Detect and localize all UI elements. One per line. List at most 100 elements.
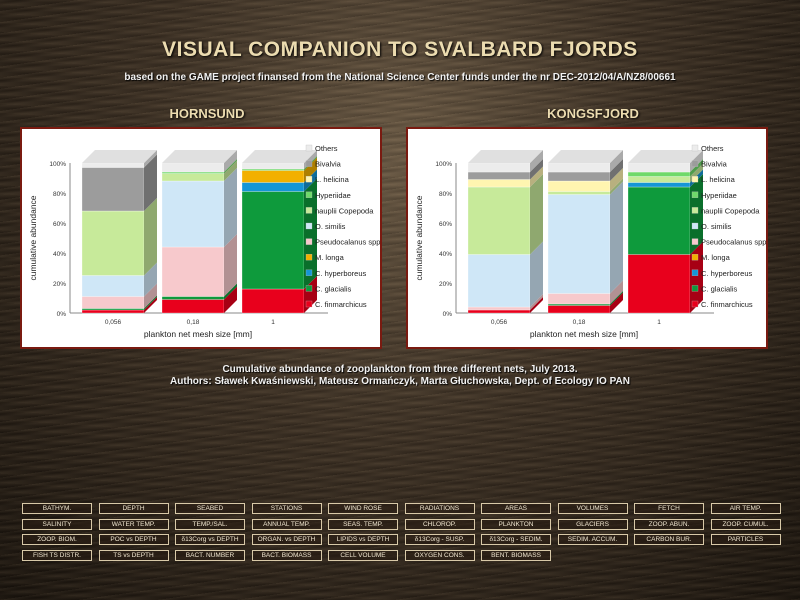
bar-segment-side — [610, 159, 623, 181]
nav-button[interactable]: LIPIDS vs DEPTH — [328, 534, 398, 545]
y-tick-label: 60% — [53, 221, 66, 228]
nav-button[interactable]: BATHYM. — [22, 503, 92, 514]
x-tick-label: 1 — [657, 319, 661, 326]
nav-button[interactable]: WATER TEMP. — [98, 518, 169, 530]
nav-button[interactable]: TEMP./SAL. — [175, 518, 245, 530]
bar-top — [548, 150, 623, 163]
legend-label: O. similis — [315, 222, 346, 231]
nav-button[interactable]: CARBON BUR. — [634, 534, 704, 545]
legend-label: Pseudocalanus spp. — [701, 238, 766, 247]
nav-button[interactable]: PARTICLES — [710, 534, 781, 545]
bar-segment — [161, 162, 225, 173]
legend-swatch — [691, 160, 699, 167]
legend-label: L. helicina — [701, 175, 736, 184]
legend-swatch — [691, 238, 699, 245]
bar-segment-side — [144, 297, 157, 313]
bar-segment — [547, 305, 611, 314]
x-tick-label: 1 — [271, 319, 275, 326]
nav-button[interactable]: FISH TS DISTR. — [22, 549, 92, 561]
bar-segment — [627, 171, 691, 177]
nav-button[interactable]: BENT. BIOMASS — [481, 549, 551, 561]
chart-title-kongsfjord: KONGSFJORD — [547, 106, 639, 121]
bar-segment-side — [224, 286, 237, 313]
nav-button[interactable]: ANNUAL TEMP. — [251, 518, 322, 530]
bar-segment — [81, 210, 145, 276]
legend-swatch — [691, 191, 699, 198]
legend-swatch — [691, 254, 699, 261]
bar-segment — [547, 171, 611, 182]
legend-label: M. longa — [315, 253, 345, 262]
legend-swatch — [691, 300, 699, 308]
nav-button[interactable]: ZOOP. ABUN. — [634, 518, 704, 530]
bar-segment-side — [144, 262, 157, 297]
nav-button[interactable]: AREAS — [481, 503, 551, 514]
legend-label: nauplii Copepoda — [701, 206, 760, 215]
legend-label: Others — [315, 144, 338, 153]
legend-swatch — [691, 222, 699, 230]
bar-segment-side — [610, 178, 623, 195]
bar-segment — [547, 191, 611, 195]
bar-segment — [161, 299, 225, 314]
nav-button[interactable]: DEPTH — [98, 503, 169, 514]
nav-button[interactable]: STATIONS — [251, 503, 322, 514]
nav-button[interactable]: δ13Corg - SUSP. — [404, 534, 475, 545]
nav-button[interactable]: BACT. BIOMASS — [251, 549, 322, 561]
bar-segment — [547, 180, 611, 192]
x-tick-label: 0,056 — [491, 319, 508, 326]
nav-button[interactable]: AIR TEMP. — [710, 503, 781, 514]
nav-button[interactable]: BACT. NUMBER — [175, 549, 245, 561]
bar-segment-side — [144, 150, 157, 168]
legend-label: Bivalvia — [315, 160, 342, 169]
nav-button[interactable]: OXYGEN CONS. — [404, 549, 475, 561]
legend-label: C. hyperboreus — [701, 269, 753, 278]
bar-segment — [467, 171, 531, 180]
nav-button[interactable]: SEABED — [175, 503, 245, 514]
legend-label: Bivalvia — [701, 160, 728, 169]
bar-segment-side — [224, 160, 237, 181]
legend-swatch — [691, 144, 699, 152]
bar-segment-side — [530, 150, 543, 172]
bar-segment — [241, 182, 305, 192]
legend-swatch — [305, 254, 313, 261]
chart-title-hornsund: HORNSUND — [169, 106, 245, 121]
nav-button[interactable]: TS vs DEPTH — [98, 549, 169, 561]
y-tick-label: 80% — [439, 191, 452, 198]
nav-button[interactable]: δ13Corg - SEDIM. — [481, 534, 551, 545]
nav-button[interactable]: VOLUMES — [557, 503, 628, 514]
bar-top — [242, 150, 317, 163]
nav-button[interactable]: GLACIERS — [557, 518, 628, 530]
bar-segment — [161, 296, 225, 300]
nav-button[interactable]: CELL VOLUME — [328, 549, 398, 561]
legend-label: C. hyperboreus — [315, 269, 367, 278]
bar-segment — [81, 275, 145, 297]
legend-label: C. glacialis — [701, 284, 738, 293]
bar-segment — [81, 308, 145, 311]
nav-button[interactable]: SEDIM. ACCUM. — [557, 534, 628, 545]
nav-button[interactable]: SEAS. TEMP. — [328, 518, 398, 530]
nav-button[interactable]: ZOOP. BIOM. — [22, 534, 92, 545]
bar-segment-side — [610, 280, 623, 304]
bar-segment-side — [224, 159, 237, 174]
nav-button[interactable]: ORGAN. vs DEPTH — [251, 534, 322, 545]
nav-button[interactable]: PLANKTON — [481, 518, 551, 530]
bar-segment-side — [610, 150, 623, 172]
nav-button[interactable]: POC vs DEPTH — [98, 534, 169, 545]
legend-swatch — [305, 285, 313, 292]
x-axis-title: plankton net mesh size [mm] — [530, 329, 638, 339]
nav-button[interactable]: ZOOP. CUMUL. — [710, 518, 781, 530]
legend-swatch — [305, 269, 313, 276]
nav-button[interactable]: FETCH — [634, 503, 704, 514]
legend-swatch — [305, 144, 313, 152]
y-tick-label: 40% — [53, 251, 66, 258]
bar-segment — [161, 171, 225, 174]
chart-hornsund: 0% 20% 40% 60% 80% 100% 0,056 0,18 1 plankton net… — [28, 144, 380, 339]
nav-button[interactable]: RADIATIONS — [404, 503, 475, 514]
nav-button[interactable]: WIND ROSE — [328, 503, 398, 514]
figure-caption: Cumulative abundance of zooplankton from… — [222, 364, 578, 375]
bar-segment-side — [610, 168, 623, 192]
legend-label: L. helicina — [315, 175, 350, 184]
nav-button[interactable]: δ13Corg vs DEPTH — [175, 534, 245, 545]
nav-button[interactable]: CHLOROP. — [404, 518, 475, 530]
bar-segment — [627, 186, 691, 255]
nav-button[interactable]: SALINITY — [22, 518, 92, 530]
